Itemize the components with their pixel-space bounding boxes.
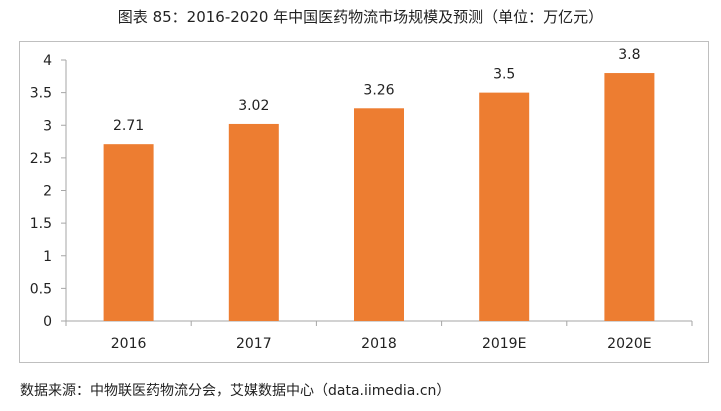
y-tick-label: 1.5: [30, 216, 52, 232]
x-tick-label: 2020E: [607, 336, 651, 352]
y-tick-label: 1: [43, 249, 52, 265]
bar-2019E: [479, 92, 530, 321]
bar-2017: [228, 123, 279, 321]
x-tick-label: 2017: [236, 336, 272, 352]
chart-frame: [19, 41, 709, 363]
bar-2018: [354, 108, 404, 321]
chart-title: 图表 85：2016-2020 年中国医药物流市场规模及预测（单位：万亿元）: [117, 8, 604, 26]
y-tick-label: 4: [43, 53, 52, 69]
bar-2020E: [604, 73, 655, 321]
data-label: 2.71: [113, 118, 144, 134]
x-tick-label: 2018: [361, 336, 397, 352]
x-tick-label: 2019E: [482, 336, 526, 352]
y-tick-label: 0.5: [30, 281, 52, 297]
source-note: 数据来源：中物联医药物流分会，艾媒数据中心（data.iimedia.cn）: [20, 383, 451, 399]
bar-2016: [103, 144, 154, 321]
data-label: 3.26: [363, 82, 394, 98]
y-tick-label: 2: [43, 184, 52, 200]
y-tick-label: 3.5: [30, 86, 52, 102]
y-tick-label: 2.5: [30, 151, 52, 167]
data-label: 3.02: [238, 98, 269, 114]
data-label: 3.5: [493, 67, 515, 83]
y-tick-label: 3: [43, 118, 52, 134]
x-tick-label: 2016: [111, 336, 147, 352]
y-tick-label: 0: [43, 314, 52, 330]
data-label: 3.8: [618, 47, 640, 63]
